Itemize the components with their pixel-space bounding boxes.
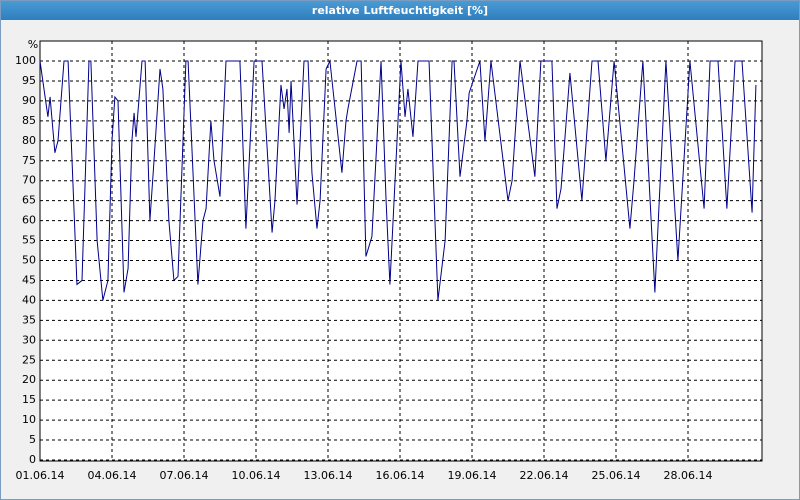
y-tick-label: 35 xyxy=(22,313,36,326)
x-tick-label: 28.06.14 xyxy=(664,469,713,482)
y-tick-label: 85 xyxy=(22,114,36,127)
x-tick-label: 19.06.14 xyxy=(448,469,497,482)
y-tick-label: 60 xyxy=(22,214,36,227)
y-tick-label: 80 xyxy=(22,134,36,147)
y-tick-label: 55 xyxy=(22,234,36,247)
chart: % 0 5 10 15 20 25 30 35 40 45 50 55 60 65 70 75 80 85 90 95… xyxy=(15,38,763,482)
y-axis-label: % xyxy=(28,38,38,51)
y-tick-label: 15 xyxy=(22,393,36,406)
y-tick-label: 100 xyxy=(15,54,36,67)
y-tick-label: 75 xyxy=(22,154,36,167)
x-tick-label: 10.06.14 xyxy=(232,469,281,482)
plot-area xyxy=(39,40,763,462)
x-tick-label: 22.06.14 xyxy=(520,469,569,482)
x-tick-label: 16.06.14 xyxy=(376,469,425,482)
y-tick-label: 95 xyxy=(22,74,36,87)
x-tick-label: 25.06.14 xyxy=(592,469,641,482)
y-tick-label: 70 xyxy=(22,174,36,187)
x-tick-label: 01.06.14 xyxy=(16,469,65,482)
title-bar: relative Luftfeuchtigkeit [%] xyxy=(1,1,799,20)
line xyxy=(39,59,757,301)
y-tick-label: 45 xyxy=(22,273,36,286)
x-tick-label: 13.06.14 xyxy=(304,469,353,482)
x-tick-label: 07.06.14 xyxy=(160,469,209,482)
y-tick-label: 10 xyxy=(22,413,36,426)
y-tick-label: 50 xyxy=(22,254,36,267)
x-tick-label: 04.06.14 xyxy=(88,469,137,482)
y-tick-label: 5 xyxy=(29,433,36,446)
y-tick-label: 20 xyxy=(22,373,36,386)
y-tick-label: 25 xyxy=(22,353,36,366)
y-tick-label: 0 xyxy=(29,453,36,466)
y-tick-label: 30 xyxy=(22,333,36,346)
y-tick-label: 65 xyxy=(22,194,36,207)
y-tick-label: 40 xyxy=(22,293,36,306)
y-tick-label: 90 xyxy=(22,94,36,107)
